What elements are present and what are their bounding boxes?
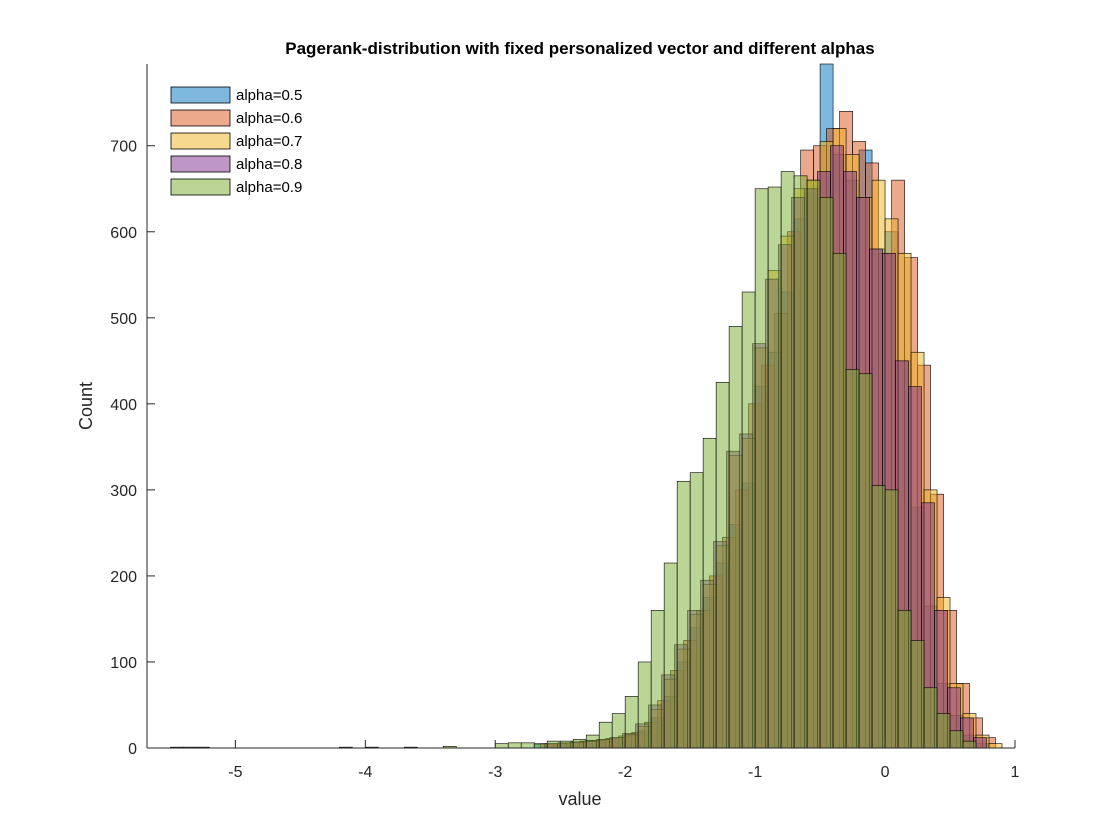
x-tick-label: -1 (748, 764, 762, 781)
histogram-bar (780, 171, 795, 749)
histogram-bar (507, 742, 522, 749)
histogram-bar (936, 713, 951, 749)
histogram-bar (819, 197, 834, 749)
histogram-bar (546, 740, 561, 749)
x-tick-label: -3 (488, 764, 502, 781)
legend-label: alpha=0.8 (236, 156, 302, 173)
histogram-bar (559, 740, 574, 749)
histogram-bar (884, 489, 899, 749)
x-axis-label: value (558, 789, 601, 809)
histogram-bar (793, 175, 808, 749)
histogram-bar (637, 661, 652, 749)
histogram-bar (598, 721, 613, 749)
legend-swatch (170, 178, 231, 196)
histogram-bar (741, 291, 756, 749)
histogram-bar (897, 610, 912, 749)
y-tick-label: 400 (110, 397, 137, 414)
legend: alpha=0.5 alpha=0.6 alpha=0.7 alpha=0.8 alph… (170, 86, 302, 196)
histogram-bar (624, 696, 639, 749)
histogram-bar (754, 188, 769, 749)
y-tick-label: 100 (110, 655, 137, 672)
histogram-bar (533, 743, 548, 749)
x-tick-label: -4 (358, 764, 372, 781)
histogram-bar (923, 687, 938, 749)
histogram-bar (650, 610, 665, 749)
histogram-bars (170, 63, 1003, 749)
axes: -5 -4 -3 -2 -1 0 1 0 100 200 300 400 500 600 700 (110, 64, 1020, 781)
y-tick-label: 700 (110, 139, 137, 156)
legend-label: alpha=0.5 (236, 87, 302, 104)
histogram-bar (663, 562, 678, 749)
legend-swatch (170, 86, 231, 104)
chart-title: Pagerank-distribution with fixed persona… (285, 39, 874, 58)
y-tick-label: 200 (110, 569, 137, 586)
histogram-bar (702, 437, 717, 749)
y-tick-label: 500 (110, 311, 137, 328)
x-tick-label: 0 (881, 764, 890, 781)
legend-label: alpha=0.6 (236, 110, 302, 127)
histogram-bar (949, 730, 964, 749)
histogram-bar (832, 252, 847, 749)
x-tick-label: 1 (1011, 764, 1020, 781)
y-axis-label: Count (76, 382, 96, 430)
legend-swatch (170, 109, 231, 127)
histogram-bar (988, 743, 1003, 749)
y-tick-label: 300 (110, 483, 137, 500)
histogram-bar (494, 743, 509, 749)
histogram-bar (572, 739, 587, 749)
histogram-bar (728, 326, 743, 749)
histogram-bar (962, 740, 977, 749)
series-alpha=0.9 (170, 171, 977, 749)
x-tick-label: -2 (618, 764, 632, 781)
histogram-bar (767, 186, 782, 749)
legend-label: alpha=0.7 (236, 133, 302, 150)
histogram-bar (676, 480, 691, 749)
histogram-bar (715, 382, 730, 749)
legend-swatch (170, 155, 231, 173)
legend-swatch (170, 132, 231, 150)
histogram-bar (520, 742, 535, 749)
histogram-bar (845, 369, 860, 749)
histogram-bar (910, 640, 925, 749)
histogram-bar (611, 713, 626, 749)
y-tick-label: 0 (128, 741, 137, 758)
histogram-bar (689, 472, 704, 749)
legend-label: alpha=0.9 (236, 179, 302, 196)
histogram-bar (585, 734, 600, 749)
histogram-bar (871, 485, 886, 749)
histogram-bar (806, 179, 821, 749)
x-tick-label: -5 (228, 764, 242, 781)
histogram-bar (858, 373, 873, 749)
y-tick-label: 600 (110, 225, 137, 242)
